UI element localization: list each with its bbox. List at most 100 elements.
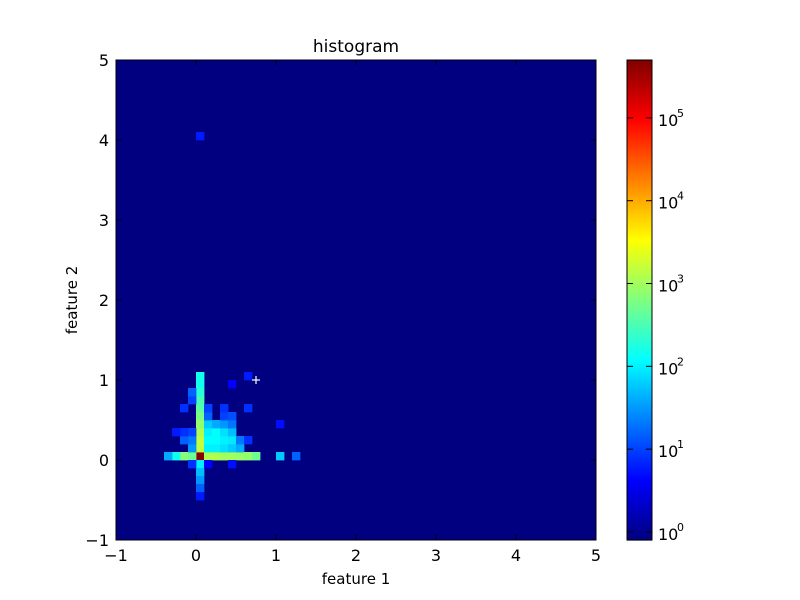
heatmap-bin-60	[188, 396, 197, 405]
colorbar-strip	[627, 398, 652, 401]
plot-frame	[115, 59, 597, 541]
colorbar-strip	[627, 184, 652, 187]
colorbar-strip	[627, 122, 652, 125]
colorbar-strip	[627, 266, 652, 269]
heatmap-bin-51	[204, 404, 213, 413]
colorbar-strip	[627, 496, 652, 499]
colorbar-strip	[627, 434, 652, 437]
heatmap-bin-22	[244, 452, 253, 461]
colorbar-strip	[627, 520, 652, 523]
colorbar-strip	[627, 206, 652, 209]
heatmap-bin-32	[220, 444, 229, 453]
colorbar-strip	[627, 212, 652, 215]
heatmap-bin-15	[196, 492, 205, 501]
colorbar-strip	[627, 332, 652, 335]
y-tick-label: 2	[99, 291, 109, 310]
colorbar-tick-base: 10	[658, 111, 678, 130]
colorbar-strip	[627, 278, 652, 281]
colorbar-strip	[627, 370, 652, 373]
colorbar-strip	[627, 170, 652, 173]
colorbar-strip	[627, 252, 652, 255]
colorbar-strip	[627, 104, 652, 107]
colorbar-strip	[627, 380, 652, 383]
colorbar-tick-base: 10	[658, 277, 678, 296]
heatmap-bin-50	[228, 412, 237, 421]
colorbar-strip	[627, 154, 652, 157]
colorbar-strip	[627, 274, 652, 277]
heatmap-bin-24	[188, 452, 197, 461]
colorbar-strip	[627, 448, 652, 451]
colorbar-strip	[627, 424, 652, 427]
colorbar-strip	[627, 176, 652, 179]
colorbar-strip	[627, 536, 652, 539]
colorbar-strip	[627, 488, 652, 491]
colorbar-strip	[627, 324, 652, 327]
colorbar-strip	[627, 180, 652, 183]
colorbar-strip	[627, 472, 652, 475]
colorbar-strip	[627, 258, 652, 261]
colorbar-strip	[627, 444, 652, 447]
colorbar-strip	[627, 76, 652, 79]
colorbar-strip	[627, 340, 652, 343]
heatmap-bin-47	[228, 420, 237, 429]
plot-area: −1 0 1 2 3 4 5 −1 0 1 2 3 4 5	[85, 51, 601, 565]
y-tick-label: −1	[85, 531, 109, 550]
colorbar-strip	[627, 468, 652, 471]
colorbar-strip	[627, 210, 652, 213]
colorbar-strip	[627, 406, 652, 409]
colorbar-strip	[627, 162, 652, 165]
colorbar-strip	[627, 416, 652, 419]
colorbar-strip	[627, 328, 652, 331]
colorbar-strip	[627, 490, 652, 493]
colorbar-strip	[627, 354, 652, 357]
colorbar-strip	[627, 226, 652, 229]
colorbar-strip	[627, 300, 652, 303]
colorbar-strip	[627, 384, 652, 387]
heatmap-bin-5	[196, 412, 205, 421]
colorbar-strip	[627, 342, 652, 345]
colorbar-strip	[627, 188, 652, 191]
colorbar-strip	[627, 344, 652, 347]
colorbar-strip	[627, 224, 652, 227]
heatmap-bin-45	[212, 420, 221, 429]
colorbar-strip	[627, 504, 652, 507]
colorbar-strip	[627, 502, 652, 505]
colorbar-strip	[627, 68, 652, 71]
colorbar-strip	[627, 86, 652, 89]
colorbar-strip	[627, 394, 652, 397]
heatmap-bin-26	[172, 452, 181, 461]
colorbar-strip	[627, 378, 652, 381]
y-tick-label: 1	[99, 371, 109, 390]
colorbar-strip	[627, 202, 652, 205]
colorbar-strip	[627, 282, 652, 285]
colorbar-strip	[627, 270, 652, 273]
heatmap-bin-25	[180, 452, 189, 461]
heatmap-cells	[164, 132, 301, 501]
y-tick-label: 3	[99, 211, 109, 230]
colorbar-strip	[627, 412, 652, 415]
colorbar-strip	[627, 194, 652, 197]
colorbar-strip	[627, 360, 652, 363]
colorbar-strip	[627, 254, 652, 257]
colorbar-strip	[627, 250, 652, 253]
heatmap-bin-67	[228, 460, 237, 469]
colorbar-strip	[627, 404, 652, 407]
heatmap-bin-27	[164, 452, 173, 461]
colorbar-strip	[627, 372, 652, 375]
colorbar-strip	[627, 510, 652, 513]
chart-title: histogram	[313, 37, 399, 57]
colorbar-strip	[627, 538, 652, 541]
colorbar-strip	[627, 90, 652, 93]
colorbar-strip	[627, 196, 652, 199]
colorbar-strip	[627, 428, 652, 431]
colorbar-tick-exponent: 2	[677, 355, 684, 368]
colorbar-strip	[627, 466, 652, 469]
colorbar-strip	[627, 500, 652, 503]
x-tick-label: 5	[591, 546, 601, 565]
y-tick-label: 0	[99, 451, 109, 470]
heatmap-bin-29	[292, 452, 301, 461]
colorbar-strip	[627, 114, 652, 117]
heatmap-bin-58	[172, 428, 181, 437]
